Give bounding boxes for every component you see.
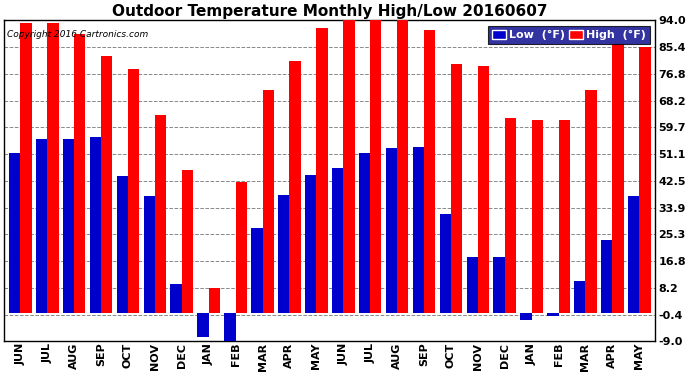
Bar xyxy=(547,313,558,316)
Bar xyxy=(585,90,597,313)
Bar xyxy=(413,147,424,313)
Bar xyxy=(9,153,20,313)
Bar xyxy=(224,313,235,341)
Bar xyxy=(332,168,343,313)
Bar xyxy=(74,34,86,313)
Title: Outdoor Temperature Monthly High/Low 20160607: Outdoor Temperature Monthly High/Low 201… xyxy=(112,4,548,19)
Bar xyxy=(235,182,247,313)
Bar xyxy=(144,196,155,313)
Bar xyxy=(128,69,139,313)
Bar xyxy=(639,47,651,313)
Bar xyxy=(493,257,504,313)
Bar xyxy=(386,148,397,313)
Bar xyxy=(316,28,328,313)
Bar xyxy=(181,170,193,313)
Bar xyxy=(466,257,477,313)
Bar xyxy=(370,19,382,313)
Bar xyxy=(612,44,624,313)
Bar xyxy=(36,139,47,313)
Bar xyxy=(477,66,489,313)
Bar xyxy=(63,139,74,313)
Bar xyxy=(424,30,435,313)
Bar xyxy=(278,195,289,313)
Bar xyxy=(90,137,101,313)
Bar xyxy=(289,61,301,313)
Bar xyxy=(558,120,570,313)
Bar xyxy=(440,213,451,313)
Bar xyxy=(197,313,208,337)
Bar xyxy=(208,288,220,313)
Legend: Low  (°F), High  (°F): Low (°F), High (°F) xyxy=(489,26,650,44)
Bar xyxy=(251,228,262,313)
Bar xyxy=(397,19,408,313)
Bar xyxy=(504,118,516,313)
Bar xyxy=(117,176,128,313)
Bar xyxy=(601,240,612,313)
Text: Copyright 2016 Cartronics.com: Copyright 2016 Cartronics.com xyxy=(8,30,148,39)
Bar xyxy=(20,24,32,313)
Bar xyxy=(574,280,585,313)
Bar xyxy=(520,313,531,320)
Bar xyxy=(170,284,181,313)
Bar xyxy=(262,90,274,313)
Bar xyxy=(343,20,355,313)
Bar xyxy=(305,175,316,313)
Bar xyxy=(359,153,370,313)
Bar xyxy=(531,120,543,313)
Bar xyxy=(155,116,166,313)
Bar xyxy=(451,64,462,313)
Bar xyxy=(101,56,112,313)
Bar xyxy=(47,24,59,313)
Bar xyxy=(628,196,639,313)
